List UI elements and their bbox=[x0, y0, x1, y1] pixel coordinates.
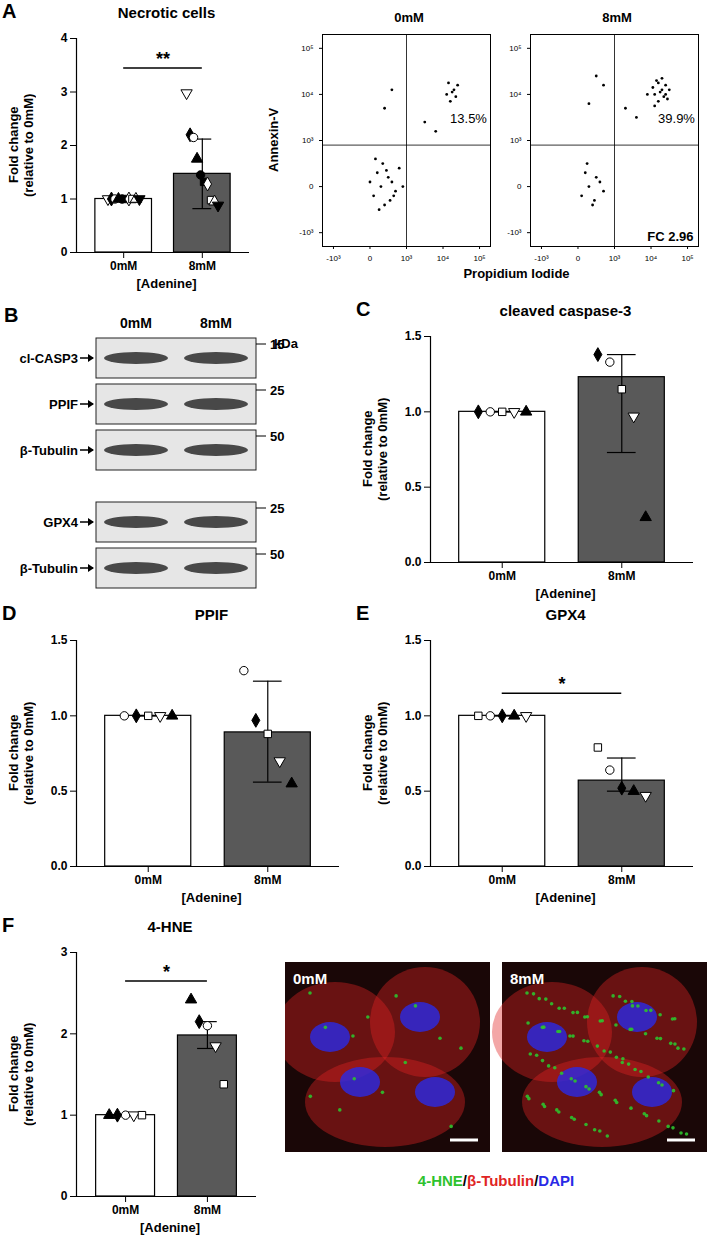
svg-text:0.0: 0.0 bbox=[405, 859, 422, 873]
svg-text:3: 3 bbox=[61, 945, 68, 959]
svg-text:8mM: 8mM bbox=[189, 259, 216, 273]
svg-text:8mM: 8mM bbox=[254, 873, 281, 887]
html-text:E: E bbox=[356, 602, 370, 624]
svg-text:10⁵: 10⁵ bbox=[509, 44, 521, 53]
svg-text:0.0: 0.0 bbox=[405, 555, 422, 569]
svg-text:0: 0 bbox=[517, 182, 522, 191]
svg-text:0mM: 0mM bbox=[489, 873, 516, 887]
svg-text:1.5: 1.5 bbox=[405, 633, 422, 647]
svg-text:cl-CASP3: cl-CASP3 bbox=[19, 351, 78, 366]
svg-text:8mM: 8mM bbox=[194, 1203, 221, 1217]
html-text:C: C bbox=[356, 298, 371, 320]
svg-text:8mM: 8mM bbox=[608, 569, 635, 583]
svg-text:β-Tubulin: β-Tubulin bbox=[20, 561, 78, 576]
svg-text:1.0: 1.0 bbox=[405, 405, 422, 419]
svg-text:0.0: 0.0 bbox=[51, 859, 68, 873]
html-text:cleaved caspase-3: cleaved caspase-3 bbox=[499, 302, 632, 319]
html-text:D: D bbox=[2, 602, 17, 624]
svg-text:8mM: 8mM bbox=[608, 873, 635, 887]
svg-text:4: 4 bbox=[61, 31, 68, 45]
svg-text:1.5: 1.5 bbox=[405, 329, 422, 343]
svg-text:0.5: 0.5 bbox=[51, 784, 68, 798]
html-text:Propidium Iodide: Propidium Iodide bbox=[463, 266, 570, 281]
svg-text:FC 2.96: FC 2.96 bbox=[647, 229, 693, 244]
html-text:Fold change (relative to 0mM): Fold change (relative to 0mM) bbox=[360, 701, 390, 805]
svg-text:1: 1 bbox=[61, 1108, 68, 1122]
svg-text:2: 2 bbox=[61, 138, 68, 152]
svg-text:PPIF: PPIF bbox=[49, 397, 78, 412]
html-text:B: B bbox=[4, 304, 19, 326]
svg-text:*: * bbox=[163, 962, 170, 982]
svg-text:0mM: 0mM bbox=[293, 970, 327, 987]
html-text:Necrotic cells: Necrotic cells bbox=[117, 4, 216, 21]
svg-text:-10³: -10³ bbox=[299, 228, 314, 237]
svg-text:10⁵: 10⁵ bbox=[301, 44, 313, 53]
svg-text:0: 0 bbox=[576, 254, 581, 263]
svg-text:1.0: 1.0 bbox=[405, 709, 422, 723]
svg-text:10⁴: 10⁴ bbox=[301, 90, 314, 99]
svg-text:0mM: 0mM bbox=[112, 1203, 139, 1217]
svg-text:0.5: 0.5 bbox=[405, 480, 422, 494]
svg-text:8mM: 8mM bbox=[200, 315, 232, 331]
svg-text:13.5%: 13.5% bbox=[450, 111, 487, 126]
html-text:A: A bbox=[2, 0, 17, 22]
html-text:PPIF: PPIF bbox=[194, 606, 229, 623]
html-text:Fold change (relative to 0mM): Fold change (relative to 0mM) bbox=[6, 93, 36, 197]
svg-text:GPX4: GPX4 bbox=[43, 515, 78, 530]
svg-text:1: 1 bbox=[61, 192, 68, 206]
svg-text:-10³: -10³ bbox=[507, 228, 522, 237]
svg-text:1.0: 1.0 bbox=[51, 709, 68, 723]
html-text:8mM: 8mM bbox=[602, 10, 632, 25]
svg-text:10⁴: 10⁴ bbox=[437, 254, 450, 263]
html-text:[Adenine]: [Adenine] bbox=[140, 1220, 200, 1235]
svg-text:10³: 10³ bbox=[401, 254, 413, 263]
svg-text:50: 50 bbox=[270, 429, 284, 444]
svg-text:10⁴: 10⁴ bbox=[509, 90, 522, 99]
svg-text:3: 3 bbox=[61, 85, 68, 99]
svg-text:0: 0 bbox=[368, 254, 373, 263]
svg-text:2: 2 bbox=[61, 1027, 68, 1041]
html-text:Fold change (relative to 0mM): Fold change (relative to 0mM) bbox=[6, 701, 36, 805]
svg-text:0mM: 0mM bbox=[110, 259, 137, 273]
html-text:0mM: 0mM bbox=[394, 10, 424, 25]
html-text:[Adenine]: [Adenine] bbox=[535, 890, 596, 905]
html-text:F: F bbox=[2, 914, 15, 936]
svg-text:15: 15 bbox=[270, 337, 284, 352]
html-text:[Adenine]: [Adenine] bbox=[181, 890, 242, 905]
svg-text:25: 25 bbox=[270, 501, 284, 516]
svg-text:0mM: 0mM bbox=[120, 315, 152, 331]
svg-text:10⁵: 10⁵ bbox=[473, 254, 485, 263]
svg-text:0: 0 bbox=[61, 1189, 68, 1203]
svg-text:10³: 10³ bbox=[302, 136, 314, 145]
svg-text:0: 0 bbox=[61, 245, 68, 259]
svg-text:0mM: 0mM bbox=[489, 569, 516, 583]
svg-text:β-Tubulin: β-Tubulin bbox=[20, 443, 78, 458]
html-text:[Adenine]: [Adenine] bbox=[535, 586, 596, 601]
svg-text:10³: 10³ bbox=[510, 136, 522, 145]
svg-text:1.5: 1.5 bbox=[51, 633, 68, 647]
svg-text:0mM: 0mM bbox=[135, 873, 162, 887]
html-text:Fold change (relative to 0mM): Fold change (relative to 0mM) bbox=[360, 397, 390, 501]
html-text:GPX4: GPX4 bbox=[545, 606, 586, 623]
svg-text:50: 50 bbox=[270, 547, 284, 562]
svg-text:0.5: 0.5 bbox=[405, 784, 422, 798]
svg-text:**: ** bbox=[156, 49, 170, 69]
svg-text:*: * bbox=[558, 674, 565, 694]
html-text:4-HNE / β-Tubulin / DAPI: 4-HNE / β-Tubulin / DAPI bbox=[417, 1172, 575, 1189]
html-text:[Adenine]: [Adenine] bbox=[136, 276, 197, 291]
svg-text:-10³: -10³ bbox=[534, 254, 549, 263]
svg-text:25: 25 bbox=[270, 383, 284, 398]
svg-text:0: 0 bbox=[309, 182, 314, 191]
svg-text:10⁵: 10⁵ bbox=[681, 254, 693, 263]
html-text:Annexin-V: Annexin-V bbox=[266, 107, 281, 173]
svg-text:8mM: 8mM bbox=[510, 970, 544, 987]
svg-text:-10³: -10³ bbox=[326, 254, 341, 263]
svg-text:10³: 10³ bbox=[609, 254, 621, 263]
html-text:4-HNE: 4-HNE bbox=[147, 918, 193, 935]
svg-text:39.9%: 39.9% bbox=[658, 111, 695, 126]
html-text:Fold change (relative to 0mM): Fold change (relative to 0mM) bbox=[6, 1022, 36, 1126]
svg-text:10⁴: 10⁴ bbox=[645, 254, 658, 263]
svg-text:kDa: kDa bbox=[274, 336, 298, 351]
